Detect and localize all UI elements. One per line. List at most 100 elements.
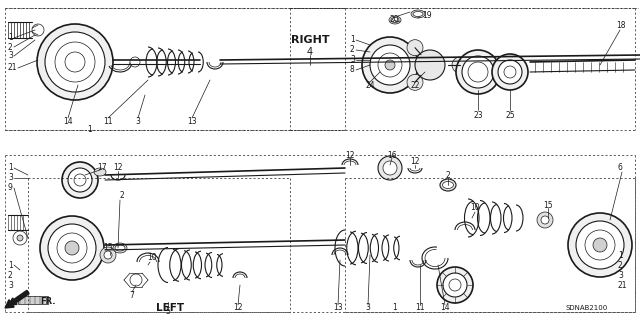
Text: 2: 2 <box>8 271 13 279</box>
Text: FR.: FR. <box>40 298 56 307</box>
Text: 11: 11 <box>103 117 113 127</box>
Text: 12: 12 <box>345 151 355 160</box>
Circle shape <box>443 273 467 297</box>
Circle shape <box>462 56 494 88</box>
Text: RIGHT: RIGHT <box>291 35 330 45</box>
Circle shape <box>68 168 92 192</box>
Ellipse shape <box>442 182 454 189</box>
Text: 3: 3 <box>618 271 623 279</box>
Circle shape <box>65 241 79 255</box>
Text: 16: 16 <box>387 151 397 160</box>
Text: 17: 17 <box>97 164 107 173</box>
Ellipse shape <box>440 179 456 191</box>
Text: 2: 2 <box>445 170 451 180</box>
Text: 1: 1 <box>88 125 92 135</box>
Text: 10: 10 <box>147 254 157 263</box>
Circle shape <box>378 156 402 180</box>
Text: 1: 1 <box>8 261 13 270</box>
Circle shape <box>130 274 142 286</box>
Text: 19: 19 <box>422 11 431 19</box>
Text: 15: 15 <box>103 243 113 253</box>
Text: 18: 18 <box>616 20 625 29</box>
Text: 7: 7 <box>129 291 134 300</box>
Circle shape <box>468 62 488 82</box>
Circle shape <box>57 233 87 263</box>
Circle shape <box>383 161 397 175</box>
Circle shape <box>593 238 607 252</box>
Text: 21: 21 <box>618 280 627 290</box>
Text: 14: 14 <box>440 303 450 313</box>
Circle shape <box>362 37 418 93</box>
Text: 20: 20 <box>390 16 399 25</box>
Text: 24: 24 <box>365 80 375 90</box>
Text: 2: 2 <box>618 261 623 270</box>
Text: 23: 23 <box>473 110 483 120</box>
Ellipse shape <box>411 10 425 18</box>
Text: 9: 9 <box>8 183 13 192</box>
Text: 4: 4 <box>307 47 313 57</box>
Ellipse shape <box>94 168 106 176</box>
Text: 25: 25 <box>505 110 515 120</box>
Bar <box>18 296 48 304</box>
Circle shape <box>55 42 95 82</box>
Text: 13: 13 <box>333 303 343 313</box>
Circle shape <box>62 162 98 198</box>
Ellipse shape <box>389 16 401 24</box>
Text: 3: 3 <box>8 51 13 61</box>
Circle shape <box>407 40 423 56</box>
Circle shape <box>45 32 105 92</box>
Circle shape <box>456 50 500 94</box>
Circle shape <box>437 267 473 303</box>
Text: 21: 21 <box>8 63 17 72</box>
Text: 6: 6 <box>618 164 623 173</box>
Circle shape <box>452 57 468 73</box>
Circle shape <box>32 24 44 36</box>
Text: 12: 12 <box>410 158 420 167</box>
FancyArrow shape <box>5 290 29 308</box>
Circle shape <box>104 251 112 259</box>
Circle shape <box>100 247 116 263</box>
Text: 3: 3 <box>8 280 13 290</box>
Text: 3: 3 <box>136 117 140 127</box>
Circle shape <box>48 224 96 272</box>
Circle shape <box>65 52 85 72</box>
Circle shape <box>449 279 461 291</box>
Text: 11: 11 <box>415 303 425 313</box>
Circle shape <box>17 235 23 241</box>
Text: 5: 5 <box>166 308 170 316</box>
Circle shape <box>576 221 624 269</box>
Text: LEFT: LEFT <box>156 303 184 313</box>
Ellipse shape <box>113 243 127 253</box>
Text: 3: 3 <box>350 56 355 64</box>
Circle shape <box>407 74 423 90</box>
Text: 10: 10 <box>470 204 480 212</box>
Text: 1: 1 <box>392 303 397 313</box>
Text: 12: 12 <box>233 303 243 313</box>
Circle shape <box>370 45 410 85</box>
Text: 2: 2 <box>120 190 124 199</box>
Circle shape <box>40 216 104 280</box>
Circle shape <box>37 24 113 100</box>
Circle shape <box>378 53 402 77</box>
Circle shape <box>498 60 522 84</box>
Text: SDNAB2100: SDNAB2100 <box>565 305 607 311</box>
Text: 22: 22 <box>410 80 420 90</box>
Circle shape <box>585 230 615 260</box>
Circle shape <box>74 174 86 186</box>
Text: 12: 12 <box>113 164 123 173</box>
Text: 14: 14 <box>63 117 73 127</box>
Circle shape <box>504 66 516 78</box>
Circle shape <box>130 57 140 67</box>
Circle shape <box>537 212 553 228</box>
Text: 3: 3 <box>8 174 13 182</box>
Ellipse shape <box>391 18 399 23</box>
Text: 2: 2 <box>350 46 355 55</box>
Ellipse shape <box>413 11 423 17</box>
Text: 1: 1 <box>8 33 13 42</box>
Circle shape <box>13 231 27 245</box>
Text: 1: 1 <box>350 35 355 44</box>
Circle shape <box>541 216 549 224</box>
Text: 1: 1 <box>8 164 13 173</box>
Circle shape <box>568 213 632 277</box>
Text: 2: 2 <box>8 42 13 51</box>
